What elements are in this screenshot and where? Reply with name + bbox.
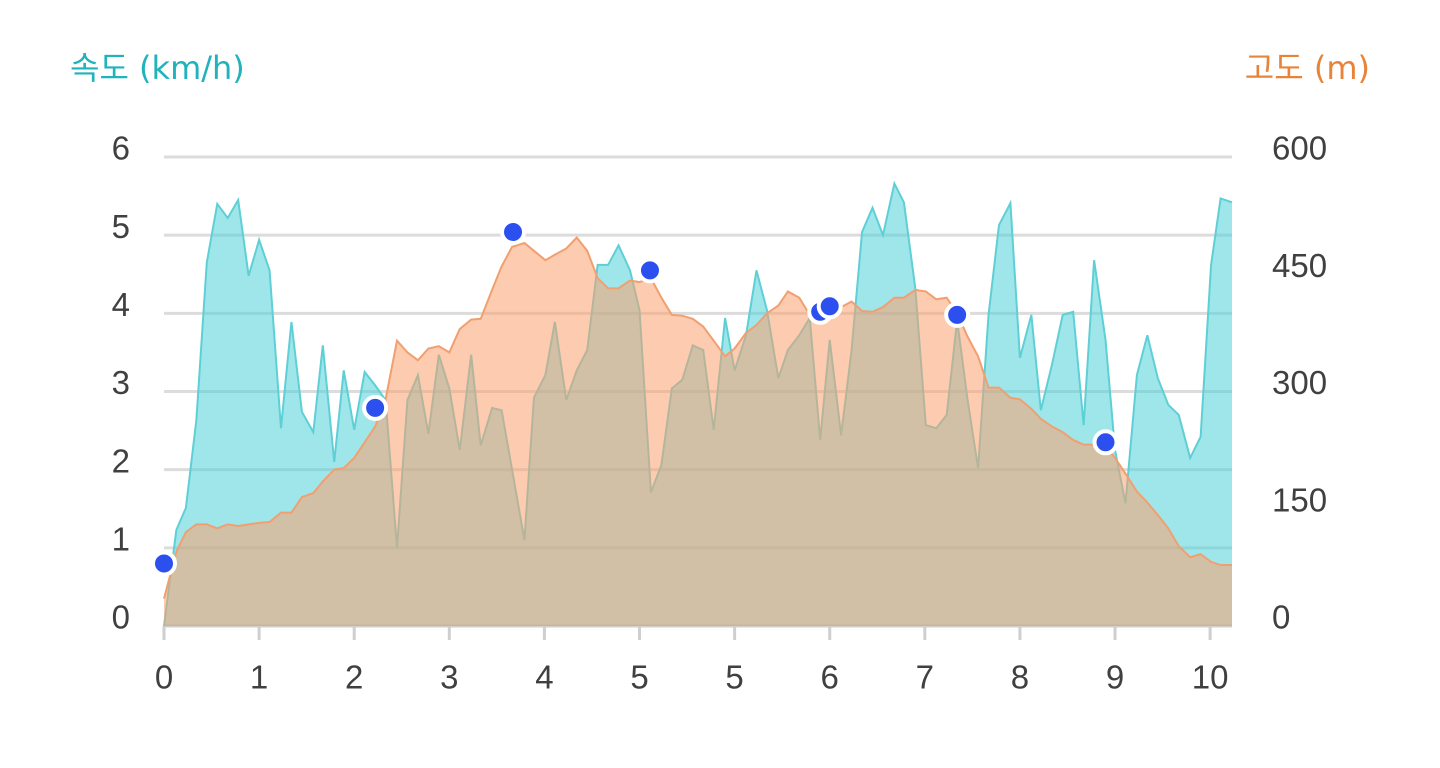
- x-tick-label: 0: [155, 659, 173, 696]
- y-tick-label: 4: [112, 286, 130, 323]
- marker: [816, 293, 843, 320]
- marker: [151, 550, 177, 577]
- x-tick-label: 9: [1106, 659, 1124, 696]
- marker: [362, 394, 389, 421]
- y2-axis-label: 고도 (m): [1245, 49, 1370, 87]
- marker: [636, 257, 663, 284]
- y-tick-label: 2: [112, 442, 130, 479]
- y-tick-label: 5: [112, 208, 130, 245]
- y2-tick-label: 300: [1272, 364, 1327, 401]
- y-tick-label: 6: [112, 130, 130, 167]
- y-tick-label: 3: [112, 364, 130, 401]
- x-tick-label: 7: [916, 659, 934, 696]
- x-tick-label: 6: [821, 659, 839, 696]
- y-tick-label: 1: [112, 521, 130, 558]
- x-tick-label: 5: [725, 659, 743, 696]
- x-tick-label: 2: [345, 659, 363, 696]
- x-tick-label: 10: [1192, 659, 1229, 696]
- y-tick-label: 0: [112, 599, 130, 636]
- y2-tick-label: 600: [1272, 130, 1327, 167]
- x-tick-label: 3: [440, 659, 458, 696]
- area-fill: [164, 237, 1232, 627]
- area-line: [163, 235, 1232, 599]
- x-tick-label: 5: [630, 659, 648, 696]
- marker: [500, 219, 527, 246]
- x-tick-label: 1: [250, 659, 268, 696]
- y2-tick-label: 450: [1272, 247, 1327, 284]
- y-axis-label: 속도 (km/h): [70, 49, 245, 87]
- marker: [1092, 429, 1119, 456]
- x-tick-label: 4: [535, 659, 553, 696]
- y2-tick-label: 0: [1272, 599, 1290, 636]
- y2-tick-label: 150: [1272, 481, 1327, 518]
- x-tick-label: 8: [1011, 659, 1029, 696]
- marker: [944, 301, 971, 328]
